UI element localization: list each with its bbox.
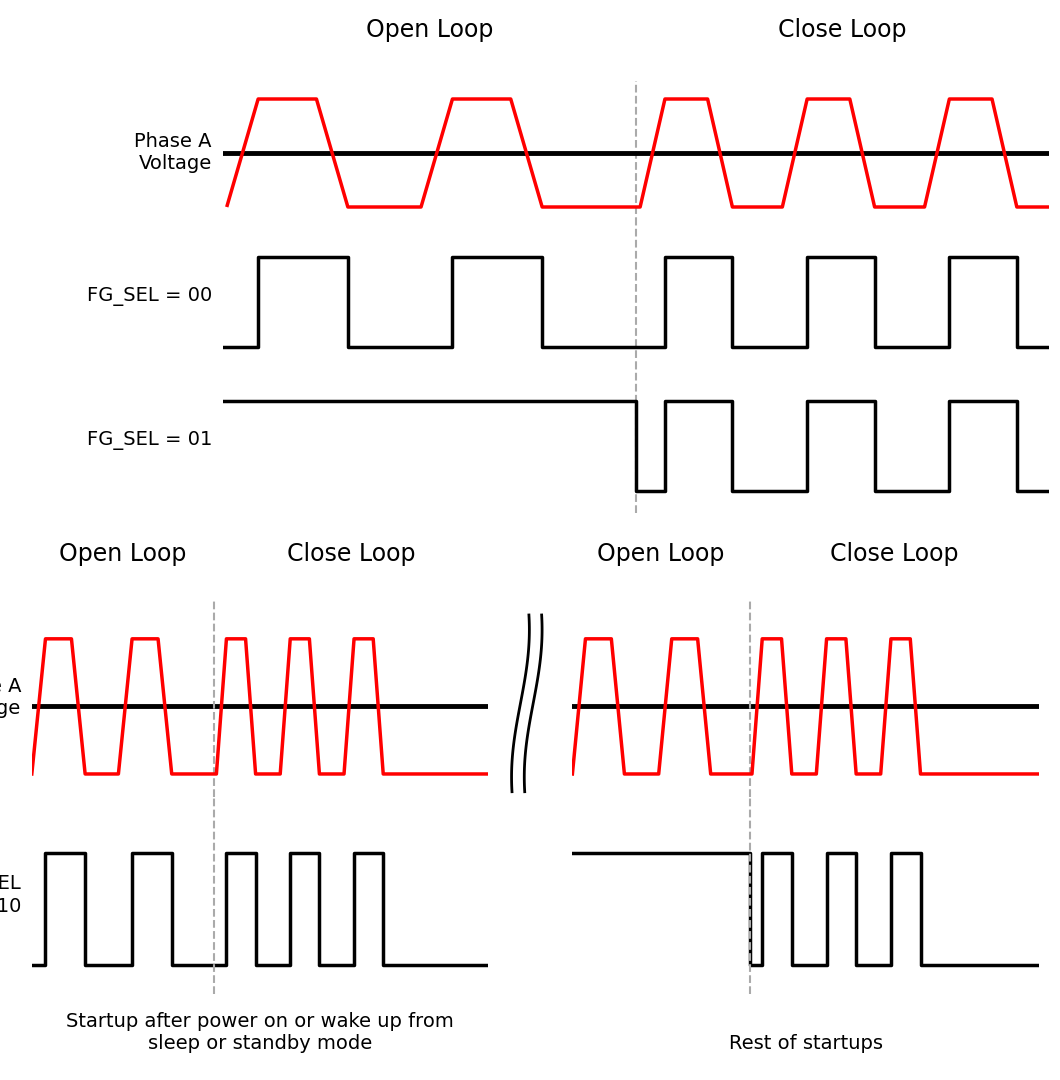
Text: Open Loop: Open Loop <box>598 542 725 566</box>
Text: Open Loop: Open Loop <box>366 18 493 42</box>
Text: Open Loop: Open Loop <box>59 542 187 566</box>
Text: Rest of startups: Rest of startups <box>728 1034 883 1053</box>
Text: Close Loop: Close Loop <box>778 18 907 42</box>
Text: Phase A
Voltage: Phase A Voltage <box>135 133 212 174</box>
Text: FG_SEL = 01: FG_SEL = 01 <box>87 432 212 450</box>
Text: Close Loop: Close Loop <box>830 542 958 566</box>
Text: FG_SEL
= 10: FG_SEL = 10 <box>0 875 21 916</box>
Text: Phase A
Voltage: Phase A Voltage <box>0 677 21 718</box>
Text: Close Loop: Close Loop <box>286 542 416 566</box>
Text: Startup after power on or wake up from
sleep or standby mode: Startup after power on or wake up from s… <box>66 1012 454 1053</box>
Text: FG_SEL = 00: FG_SEL = 00 <box>87 287 212 307</box>
